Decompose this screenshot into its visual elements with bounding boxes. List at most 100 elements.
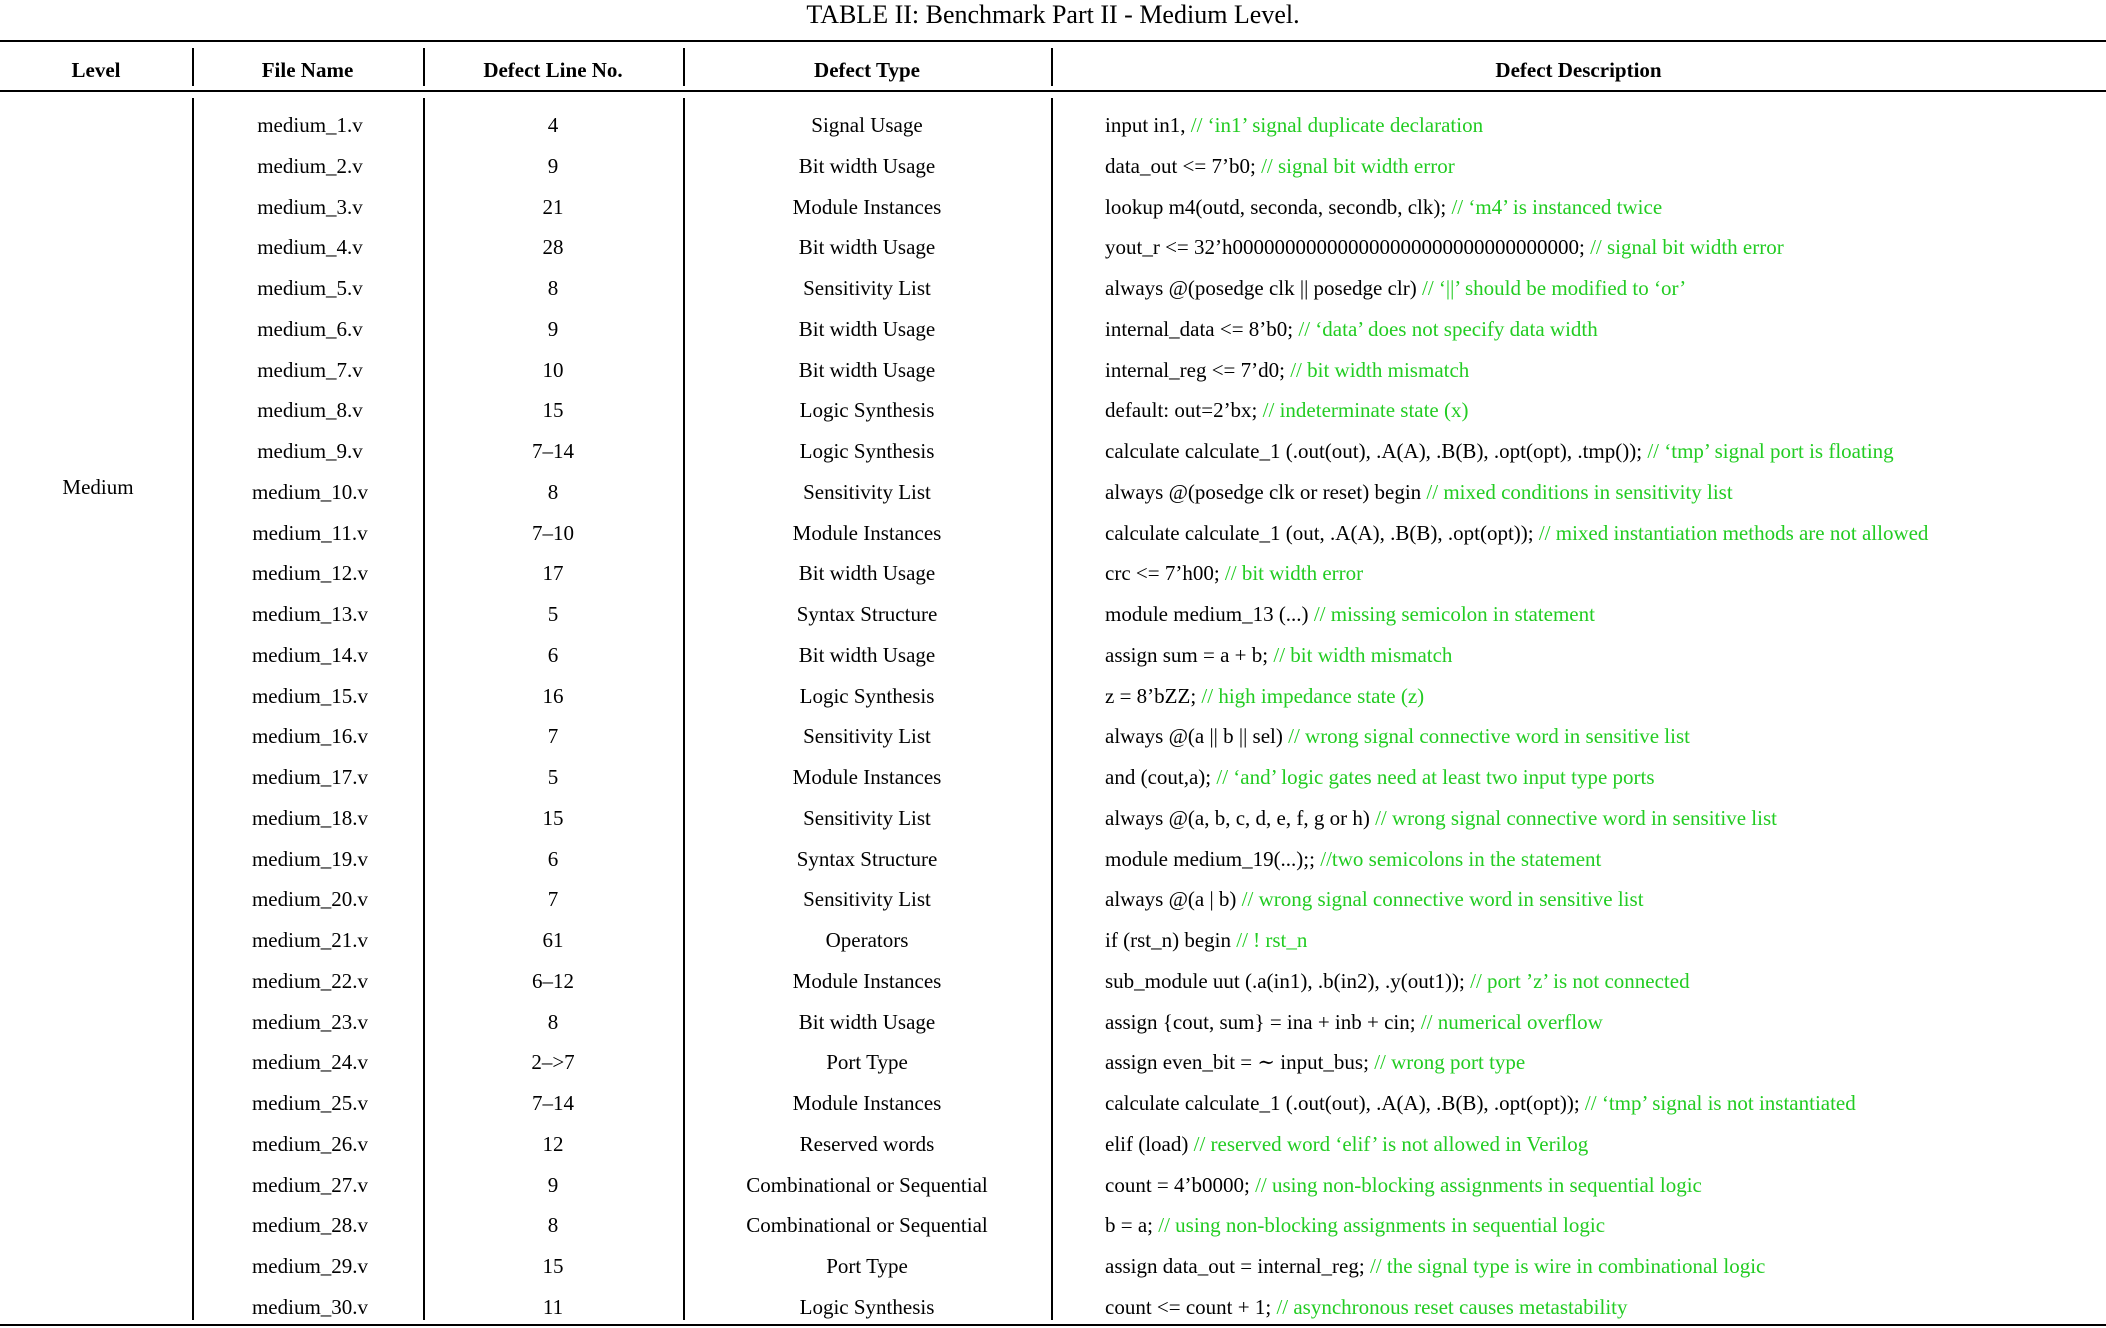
file-name-cell: medium_10.v xyxy=(251,479,369,504)
code-snippet: default: out=2’bx; xyxy=(1105,398,1258,423)
file-name-cell: medium_1.v xyxy=(257,113,363,137)
defect-type-cell: Sensitivity List xyxy=(803,479,931,504)
defect-type-cell: Bit width Usage xyxy=(798,357,936,382)
defect-type-cell: Bit width Usage xyxy=(798,1009,936,1034)
defect-line-cell: 15 xyxy=(542,805,564,830)
code-comment: // high impedance state (z) xyxy=(1201,683,1425,708)
defect-description-cell: elif (load) // reserved word ‘elif’ is n… xyxy=(1105,1124,2095,1164)
file-name-cell: medium_26.v xyxy=(251,1131,369,1156)
file-name-cell: medium_29.v xyxy=(251,1254,369,1278)
defect-line-cell: 7–14 xyxy=(532,1091,574,1115)
file-name-cell: medium_27.v xyxy=(251,1172,369,1197)
defect-type-cell: Bit width Usage xyxy=(798,235,936,260)
defect-description-cell: sub_module uut (.a(in1), .b(in2), .y(out… xyxy=(1105,961,2095,1001)
table-caption: TABLE II: Benchmark Part II - Medium Lev… xyxy=(806,0,1300,29)
defect-description-cell: input in1, // ‘in1’ signal duplicate dec… xyxy=(1105,105,2095,145)
body-divider-1 xyxy=(192,98,194,1320)
defect-line-cell: 11 xyxy=(542,1294,564,1319)
code-snippet: always @(posedge clk or reset) begin xyxy=(1105,479,1422,504)
defect-line-cell: 6 xyxy=(547,846,559,871)
code-snippet: crc <= 7’h00; xyxy=(1105,561,1220,586)
defect-type-cell: Reserved words xyxy=(799,1131,935,1156)
code-snippet: module medium_19(...);; xyxy=(1105,846,1315,871)
file-name-cell: medium_11.v xyxy=(252,520,368,545)
code-snippet: always @(a, b, c, d, e, f, g or h) xyxy=(1105,805,1370,830)
defect-type-cell: Bit width Usage xyxy=(798,316,936,341)
defect-type-cell: Logic Synthesis xyxy=(799,398,935,423)
table-row: medium_5.v 8 Sensitivity List always @(pose… xyxy=(0,268,2106,308)
table-row: medium_20.v 7 Sensitivity List always @(a |… xyxy=(0,879,2106,919)
code-snippet: b = a; xyxy=(1105,1213,1153,1238)
defect-description-cell: always @(posedge clk or reset) begin // … xyxy=(1105,472,2095,512)
defect-description-cell: always @(posedge clk || posedge clr) // … xyxy=(1105,268,2095,308)
table-row: medium_9.v 7–14 Logic Synthesis calculate c… xyxy=(0,431,2106,471)
code-snippet: assign {cout, sum} = ina + inb + cin; xyxy=(1105,1009,1416,1034)
code-comment: // bit width mismatch xyxy=(1290,357,1470,382)
code-comment: // ‘and’ logic gates need at least two i… xyxy=(1216,765,1655,789)
file-name-cell: medium_17.v xyxy=(251,765,369,789)
defect-line-cell: 15 xyxy=(542,398,564,423)
header-divider-4 xyxy=(1051,48,1053,86)
defect-line-cell: 15 xyxy=(542,1254,564,1278)
defect-description-cell: internal_reg <= 7’d0; // bit width misma… xyxy=(1105,350,2095,390)
code-snippet: yout_r <= 32’h00000000000000000000000000… xyxy=(1105,235,1585,260)
code-snippet: internal_data <= 8’b0; xyxy=(1105,316,1294,341)
defect-description-cell: always @(a || b || sel) // wrong signal … xyxy=(1105,716,2095,756)
header-divider-3 xyxy=(683,48,685,86)
table-row: medium_3.v 21 Module Instances lookup m4(ou… xyxy=(0,187,2106,227)
code-comment: // port ’z’ is not connected xyxy=(1470,968,1690,993)
defect-description-cell: crc <= 7’h00; // bit width error xyxy=(1105,553,2095,593)
file-name-cell: medium_6.v xyxy=(257,316,363,341)
header-level: Level xyxy=(71,58,121,82)
code-snippet: assign even_bit = ∼ input_bus; xyxy=(1105,1050,1369,1075)
defect-description-cell: b = a; // using non-blocking assignments… xyxy=(1105,1205,2095,1245)
defect-type-cell: Operators xyxy=(825,928,909,952)
defect-description-cell: module medium_19(...);; //two semicolons… xyxy=(1105,839,2095,879)
table-row: medium_16.v 7 Sensitivity List always @(a |… xyxy=(0,716,2106,756)
defect-line-cell: 9 xyxy=(547,1172,559,1197)
code-comment: // ‘m4’ is instanced twice xyxy=(1451,194,1663,219)
file-name-cell: medium_18.v xyxy=(251,805,369,830)
defect-type-cell: Bit width Usage xyxy=(798,642,936,667)
defect-line-cell: 21 xyxy=(542,194,564,219)
table-row: medium_19.v 6 Syntax Structure module mediu… xyxy=(0,839,2106,879)
defect-line-cell: 7–14 xyxy=(532,439,574,463)
table-row: medium_21.v 61 Operators if (rst_n) begin /… xyxy=(0,920,2106,960)
table-row: medium_12.v 17 Bit width Usage crc <= 7’h00… xyxy=(0,553,2106,593)
code-snippet: input in1, xyxy=(1105,113,1186,137)
defect-description-cell: z = 8’bZZ; // high impedance state (z) xyxy=(1105,676,2095,716)
defect-line-cell: 4 xyxy=(547,113,559,137)
defect-type-cell: Bit width Usage xyxy=(798,561,936,586)
table-row: medium_10.v 8 Sensitivity List always @(pos… xyxy=(0,472,2106,512)
table-row: medium_30.v 11 Logic Synthesis count <= cou… xyxy=(0,1287,2106,1327)
code-comment: // the signal type is wire in combinatio… xyxy=(1369,1254,1766,1278)
defect-line-cell: 9 xyxy=(547,153,559,178)
body-divider-4 xyxy=(1051,98,1053,1320)
file-name-cell: medium_2.v xyxy=(257,153,363,178)
table-row: medium_28.v 8 Combinational or Sequential b… xyxy=(0,1205,2106,1245)
defect-type-cell: Sensitivity List xyxy=(803,805,931,830)
defect-line-cell: 6 xyxy=(547,642,559,667)
code-snippet: internal_reg <= 7’d0; xyxy=(1105,357,1285,382)
header-divider-2 xyxy=(423,48,425,86)
header-divider-1 xyxy=(192,48,194,86)
defect-type-cell: Combinational or Sequential xyxy=(746,1172,988,1197)
bottom-rule xyxy=(0,1324,2106,1326)
file-name-cell: medium_20.v xyxy=(251,887,369,912)
file-name-cell: medium_19.v xyxy=(251,846,369,871)
code-comment: // bit width mismatch xyxy=(1273,642,1453,667)
table-row: medium_24.v 2–>7 Port Type assign even_bit … xyxy=(0,1042,2106,1082)
code-comment: // missing semicolon in statement xyxy=(1313,602,1595,626)
defect-type-cell: Module Instances xyxy=(792,968,942,993)
defect-description-cell: assign even_bit = ∼ input_bus; // wrong … xyxy=(1105,1042,2095,1082)
code-comment: // signal bit width error xyxy=(1261,153,1455,178)
table-row: medium_6.v 9 Bit width Usage internal_data … xyxy=(0,309,2106,349)
code-comment: // reserved word ‘elif’ is not allowed i… xyxy=(1193,1131,1589,1156)
code-snippet: z = 8’bZZ; xyxy=(1105,683,1197,708)
level-cell: Medium xyxy=(62,475,134,499)
table-row: medium_18.v 15 Sensitivity List always @(a,… xyxy=(0,798,2106,838)
defect-type-cell: Module Instances xyxy=(792,194,942,219)
code-comment: // signal bit width error xyxy=(1590,235,1784,260)
code-comment: // numerical overflow xyxy=(1420,1009,1603,1034)
code-comment: // ‘in1’ signal duplicate declaration xyxy=(1190,113,1484,137)
